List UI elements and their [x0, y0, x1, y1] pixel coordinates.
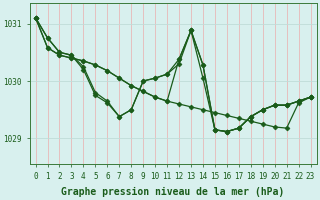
X-axis label: Graphe pression niveau de la mer (hPa): Graphe pression niveau de la mer (hPa): [61, 186, 285, 197]
